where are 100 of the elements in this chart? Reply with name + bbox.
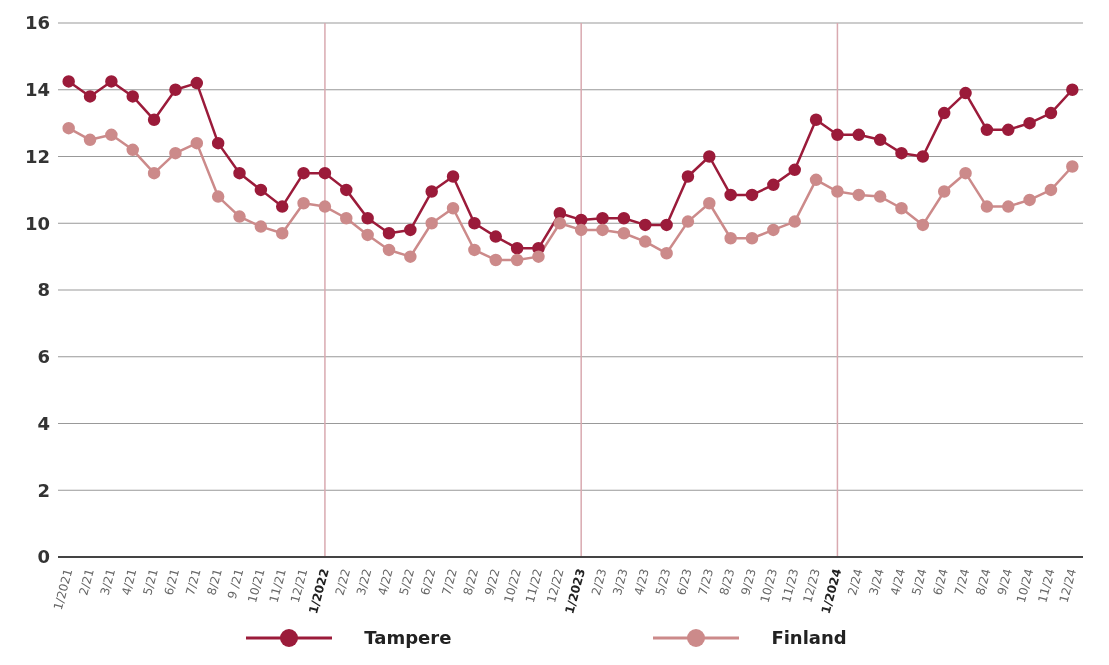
y-tick-label: 16 bbox=[24, 12, 50, 34]
point bbox=[1044, 183, 1058, 197]
x-tick-label: 6/21 bbox=[161, 567, 183, 597]
point bbox=[895, 201, 908, 215]
point bbox=[916, 150, 930, 163]
x-tick-label: 9/23 bbox=[738, 567, 759, 597]
point bbox=[340, 183, 353, 197]
x-tick-label: 11/24 bbox=[1035, 567, 1058, 605]
x-tick-label: 2/22 bbox=[332, 567, 354, 597]
x-tick-label: 7/22 bbox=[439, 567, 460, 597]
point bbox=[404, 250, 417, 263]
x-tick-label: 3/24 bbox=[866, 567, 887, 597]
point bbox=[831, 185, 844, 198]
point bbox=[211, 136, 225, 150]
point bbox=[233, 210, 246, 223]
point bbox=[382, 243, 396, 257]
point bbox=[574, 213, 588, 227]
point bbox=[1002, 123, 1015, 137]
point bbox=[809, 113, 823, 127]
x-tick-label: 4/22 bbox=[375, 567, 396, 597]
x-tick-label: 3/23 bbox=[610, 567, 631, 597]
x-tick-label: 2/23 bbox=[588, 567, 610, 597]
legend-label: Tampere bbox=[364, 627, 452, 648]
point bbox=[1023, 116, 1036, 130]
point bbox=[852, 128, 866, 142]
x-tick-label: 9/24 bbox=[994, 567, 1016, 597]
y-tick-label: 6 bbox=[37, 346, 50, 368]
point bbox=[937, 185, 951, 198]
point bbox=[553, 206, 567, 220]
point bbox=[745, 232, 759, 245]
point bbox=[638, 218, 652, 232]
x-tick-label: 3/22 bbox=[353, 567, 375, 597]
point bbox=[1044, 106, 1058, 120]
x-tick-label: 10/24 bbox=[1013, 567, 1037, 605]
point bbox=[147, 113, 161, 127]
x-tick-label: 1/2021 bbox=[50, 567, 76, 612]
x-tick-label: 11/22 bbox=[522, 567, 546, 605]
point bbox=[873, 133, 887, 147]
point bbox=[1023, 193, 1036, 207]
x-tick-label: 6/23 bbox=[674, 567, 695, 597]
point bbox=[361, 228, 374, 242]
point bbox=[126, 90, 139, 103]
point bbox=[660, 218, 673, 232]
point bbox=[361, 211, 374, 225]
point bbox=[767, 223, 780, 237]
point bbox=[681, 170, 695, 183]
x-tick-label: 5/22 bbox=[396, 567, 418, 597]
point bbox=[574, 223, 588, 237]
x-tick-label: 9 /21 bbox=[224, 567, 247, 601]
point bbox=[852, 188, 866, 202]
x-tick-label: 12/24 bbox=[1056, 567, 1080, 605]
x-tick-label: 10/23 bbox=[757, 567, 781, 605]
point bbox=[553, 217, 567, 230]
point bbox=[532, 250, 545, 263]
point bbox=[703, 196, 716, 210]
point bbox=[147, 166, 161, 180]
point bbox=[83, 133, 97, 147]
x-tick-label: 3/21 bbox=[97, 567, 119, 597]
x-tick-label: 5/24 bbox=[909, 567, 930, 597]
point bbox=[318, 166, 332, 180]
point bbox=[254, 183, 268, 197]
point bbox=[638, 235, 652, 248]
x-tick-label: 10/21 bbox=[245, 567, 268, 605]
point bbox=[510, 242, 524, 255]
point bbox=[318, 200, 332, 213]
point bbox=[468, 217, 481, 230]
x-tick-label: 7/23 bbox=[695, 567, 717, 597]
y-tick-label: 12 bbox=[24, 145, 50, 167]
point bbox=[190, 136, 204, 150]
point bbox=[126, 143, 139, 157]
point bbox=[1066, 83, 1079, 96]
y-tick-label: 10 bbox=[24, 212, 50, 234]
point bbox=[254, 220, 268, 233]
point bbox=[767, 178, 780, 192]
point bbox=[489, 253, 503, 267]
x-tick-label: 11/23 bbox=[779, 567, 802, 605]
point bbox=[916, 218, 930, 232]
point bbox=[873, 190, 887, 203]
point bbox=[1066, 160, 1079, 173]
x-tick-label: 5/23 bbox=[652, 567, 674, 597]
point bbox=[190, 76, 204, 90]
x-tick-label: 5/21 bbox=[140, 567, 161, 597]
x-tick-label: 2/21 bbox=[76, 567, 97, 597]
point bbox=[340, 211, 353, 225]
point bbox=[681, 215, 695, 228]
x-tick-label: 6/24 bbox=[930, 567, 951, 597]
point bbox=[169, 83, 182, 96]
point bbox=[788, 215, 801, 228]
point bbox=[980, 123, 994, 137]
x-tick-label: 4/24 bbox=[887, 567, 909, 597]
point bbox=[404, 223, 417, 237]
point bbox=[596, 211, 609, 225]
point bbox=[895, 146, 908, 160]
point bbox=[937, 106, 951, 120]
point bbox=[831, 128, 844, 142]
point bbox=[105, 75, 118, 88]
point bbox=[724, 232, 737, 245]
legend-label: Finland bbox=[771, 627, 847, 648]
point bbox=[105, 128, 118, 142]
point bbox=[703, 150, 716, 163]
